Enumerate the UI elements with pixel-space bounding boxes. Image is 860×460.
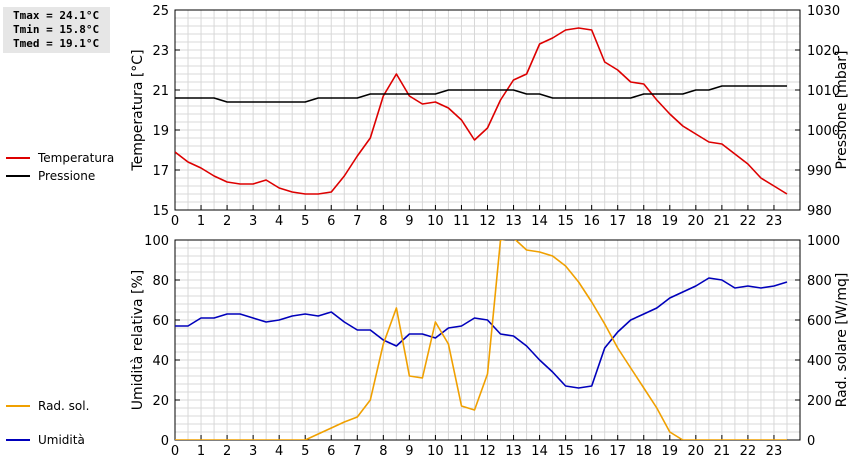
- x-tick-label: 15: [557, 444, 574, 459]
- humidity-radiation-chart: 0 1 2 3 4 5 6 7 8 9 10 11 12 13 14 15 16 17 18 19 20 21 22 2302…: [6, 234, 850, 459]
- legend-label: Pressione: [38, 169, 95, 183]
- x-tick-label: 6: [327, 214, 335, 229]
- x-tick-label: 18: [635, 444, 652, 459]
- y-right-tick-label: 800: [807, 274, 832, 289]
- x-tick-label: 21: [714, 444, 731, 459]
- y-right-tick-label: 0: [807, 434, 815, 449]
- x-tick-label: 13: [505, 444, 522, 459]
- x-tick-label: 17: [609, 214, 626, 229]
- y-tick-label: 23: [152, 44, 169, 59]
- x-tick-label: 5: [301, 444, 309, 459]
- stat-tmax: Tmax = 24.1°C: [13, 9, 100, 22]
- stat-tmed: Tmed = 19.1°C: [13, 37, 100, 50]
- x-tick-label: 19: [662, 214, 679, 229]
- x-tick-label: 14: [531, 214, 548, 229]
- y-tick-label: 19: [152, 124, 169, 139]
- y-tick-label: 17: [152, 164, 169, 179]
- x-tick-label: 10: [427, 214, 444, 229]
- series-line-2: [175, 240, 787, 440]
- temperature-pressure-chart: 0 1 2 3 4 5 6 7 8 9 10 11 12 13 14 15 16 17 18 19 20 21 22 2315…: [6, 4, 850, 229]
- x-tick-label: 12: [479, 214, 496, 229]
- x-tick-label: 8: [379, 444, 387, 459]
- x-tick-label: 1: [197, 214, 205, 229]
- x-tick-label: 7: [353, 214, 361, 229]
- x-tick-label: 9: [405, 444, 413, 459]
- stat-tmin: Tmin = 15.8°C: [13, 23, 100, 36]
- legend-label: Temperatura: [37, 151, 114, 165]
- legend-label: Rad. sol.: [38, 399, 89, 413]
- x-tick-label: 0: [171, 444, 179, 459]
- x-tick-label: 20: [688, 444, 705, 459]
- x-tick-label: 6: [327, 444, 335, 459]
- y-right-tick-label: 1020: [807, 44, 840, 59]
- series-group: [175, 240, 788, 440]
- y-tick-label: 0: [161, 434, 169, 449]
- stats-box: Tmax = 24.1°C Tmin = 15.8°C Tmed = 19.1°…: [3, 7, 110, 53]
- x-tick-label: 15: [557, 214, 574, 229]
- x-tick-label: 4: [275, 214, 283, 229]
- y-tick-label: 15: [152, 204, 169, 219]
- y-axis-label: Umidità relativa [%]: [130, 270, 146, 411]
- x-tick-label: 8: [379, 214, 387, 229]
- x-tick-label: 4: [275, 444, 283, 459]
- x-tick-label: 20: [688, 214, 705, 229]
- y-right-tick-label: 980: [807, 204, 832, 219]
- x-tick-label: 16: [583, 214, 600, 229]
- x-tick-label: 19: [662, 444, 679, 459]
- series-line-1: [175, 277, 788, 389]
- x-tick-label: 14: [531, 444, 548, 459]
- x-tick-label: 3: [249, 444, 257, 459]
- x-tick-label: 0: [171, 214, 179, 229]
- y-right-tick-label: 990: [807, 164, 832, 179]
- series-line-2: [175, 85, 787, 103]
- x-tick-label: 13: [505, 214, 522, 229]
- x-tick-label: 17: [609, 444, 626, 459]
- y-right-axis-label: Pressione [mbar]: [834, 50, 850, 169]
- x-tick-label: 2: [223, 214, 231, 229]
- y-tick-label: 40: [152, 354, 169, 369]
- y-right-tick-label: 1000: [807, 124, 840, 139]
- y-tick-label: 25: [152, 4, 169, 19]
- x-tick-label: 11: [453, 444, 470, 459]
- x-tick-label: 22: [740, 444, 757, 459]
- y-right-axis-label: Rad. solare [W/mq]: [834, 273, 850, 408]
- legend-label: Umidità: [38, 433, 85, 447]
- x-tick-label: 9: [405, 214, 413, 229]
- y-right-tick-label: 1030: [807, 4, 840, 19]
- y-tick-label: 21: [152, 84, 169, 99]
- x-tick-label: 10: [427, 444, 444, 459]
- x-tick-label: 23: [766, 214, 783, 229]
- y-tick-label: 20: [152, 394, 169, 409]
- x-tick-label: 21: [714, 214, 731, 229]
- y-axis-label: Temperatura [°C]: [130, 49, 146, 171]
- x-tick-label: 18: [635, 214, 652, 229]
- y-right-tick-label: 600: [807, 314, 832, 329]
- y-tick-label: 100: [144, 234, 169, 249]
- y-right-tick-label: 1000: [807, 234, 840, 249]
- x-tick-label: 11: [453, 214, 470, 229]
- x-tick-label: 22: [740, 214, 757, 229]
- x-tick-label: 16: [583, 444, 600, 459]
- y-right-tick-label: 1010: [807, 84, 840, 99]
- series-line-1: [175, 27, 788, 195]
- x-tick-label: 3: [249, 214, 257, 229]
- y-right-tick-label: 400: [807, 354, 832, 369]
- x-tick-label: 12: [479, 444, 496, 459]
- x-tick-label: 7: [353, 444, 361, 459]
- series-group: [175, 27, 788, 195]
- y-tick-label: 80: [152, 274, 169, 289]
- x-tick-label: 2: [223, 444, 231, 459]
- x-tick-label: 5: [301, 214, 309, 229]
- y-right-tick-label: 200: [807, 394, 832, 409]
- y-tick-label: 60: [152, 314, 169, 329]
- x-tick-label: 23: [766, 444, 783, 459]
- x-tick-label: 1: [197, 444, 205, 459]
